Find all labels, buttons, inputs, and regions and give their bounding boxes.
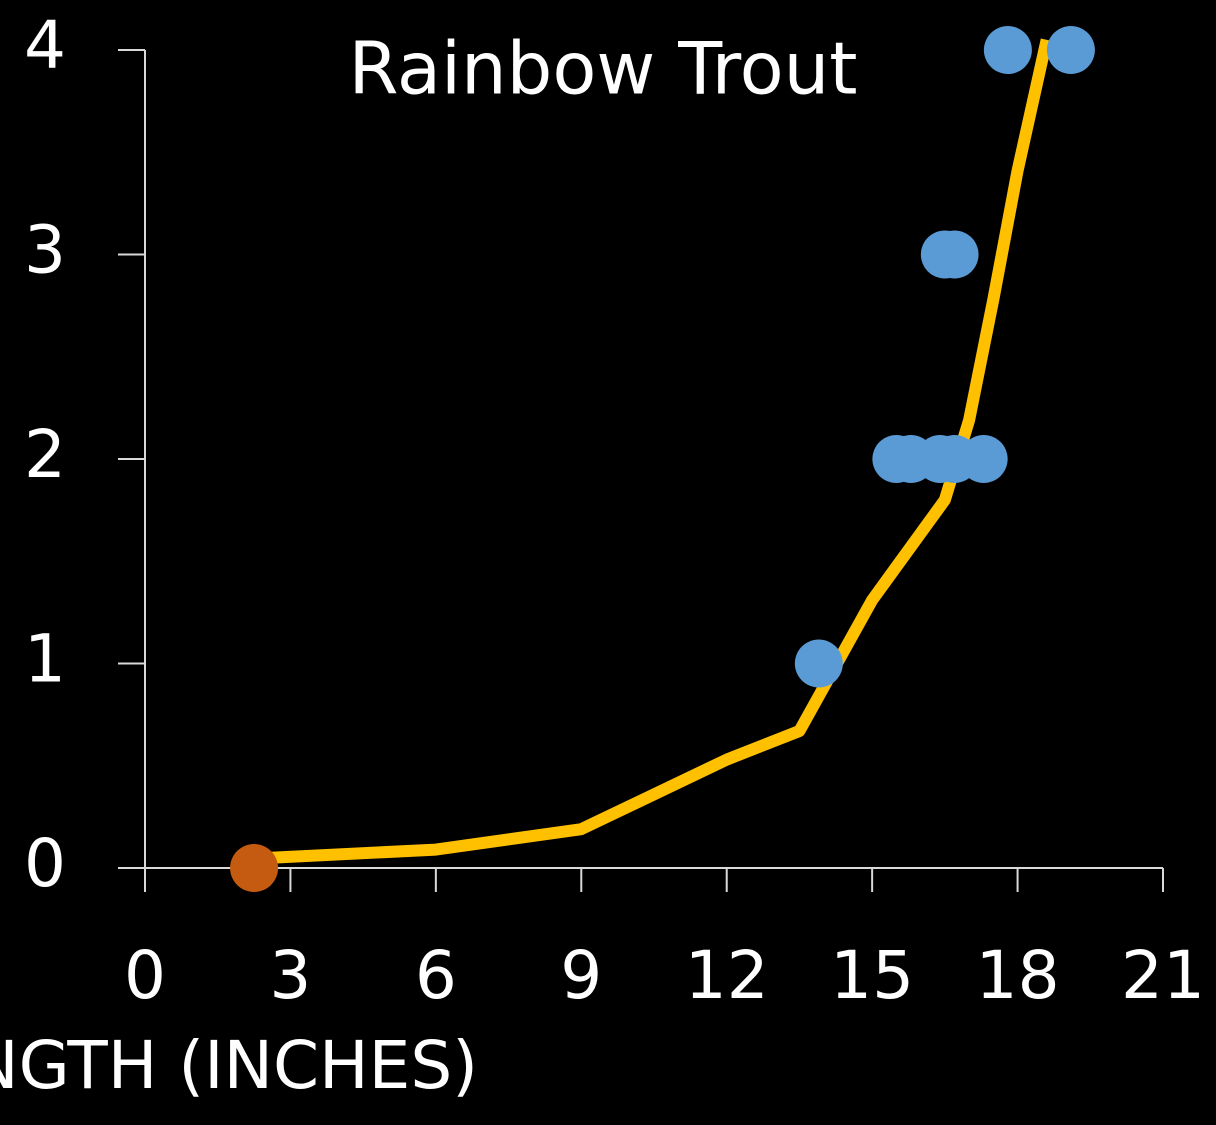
trendline [270,38,1053,864]
y-tick-label: 3 [24,212,66,289]
chart-title: Rainbow Trout [348,27,857,111]
x-tick-label: 3 [269,937,311,1014]
point [230,844,279,892]
x-tick-label: 12 [685,937,769,1014]
x-tick-label: 9 [560,937,602,1014]
x-tick-label: 0 [124,937,166,1014]
x-tick-label: 6 [415,937,457,1014]
point [983,26,1032,74]
x-tick-label: 18 [976,937,1060,1014]
x-axis-label: LENGTH (INCHES) [0,1027,478,1104]
y-tick-label: 2 [24,416,66,493]
point [1046,26,1095,74]
point [959,435,1008,483]
point [794,639,843,688]
y-tick-label: 0 [24,825,66,902]
y-tick-label: 1 [24,621,66,698]
point [930,230,979,279]
x-tick-label: 21 [1121,937,1205,1014]
y-tick-label: 4 [24,7,66,84]
x-tick-label: 15 [830,937,914,1014]
